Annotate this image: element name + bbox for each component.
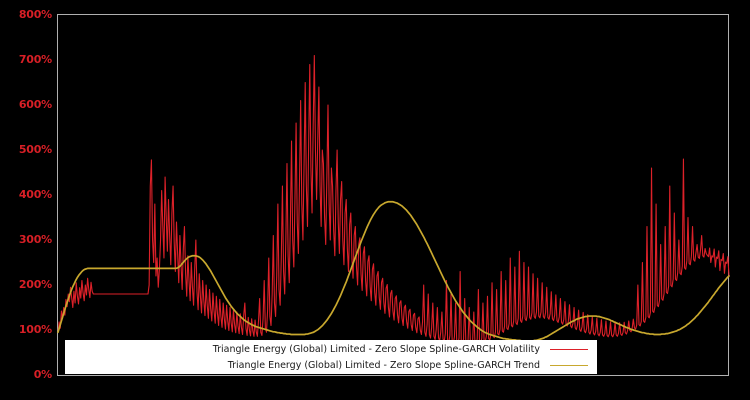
legend-color-swatch: [550, 348, 588, 350]
legend-entry[interactable]: Triangle Energy (Global) Limited - Zero …: [66, 341, 596, 357]
y-tick-label: 200%: [18, 278, 52, 291]
y-tick-label: 800%: [18, 8, 52, 21]
legend-entry[interactable]: Triangle Energy (Global) Limited - Zero …: [66, 357, 596, 373]
y-tick-label: 300%: [18, 233, 52, 246]
series-group: [57, 54, 730, 345]
chart-legend[interactable]: Triangle Energy (Global) Limited - Zero …: [65, 340, 597, 374]
axes-frame: [57, 14, 729, 376]
y-tick-label: 400%: [18, 188, 52, 201]
legend-entry-label: Triangle Energy (Global) Limited - Zero …: [227, 359, 540, 371]
legend-entry-label: Triangle Energy (Global) Limited - Zero …: [212, 343, 540, 355]
y-tick-label: 600%: [18, 98, 52, 111]
y-tick-label: 0%: [33, 368, 52, 381]
trend-line: [57, 200, 730, 342]
legend-color-swatch: [550, 364, 588, 366]
y-tick-label: 700%: [18, 53, 52, 66]
volatility-line: [57, 54, 730, 345]
y-tick-label: 500%: [18, 143, 52, 156]
y-tick-label: 100%: [18, 323, 52, 336]
